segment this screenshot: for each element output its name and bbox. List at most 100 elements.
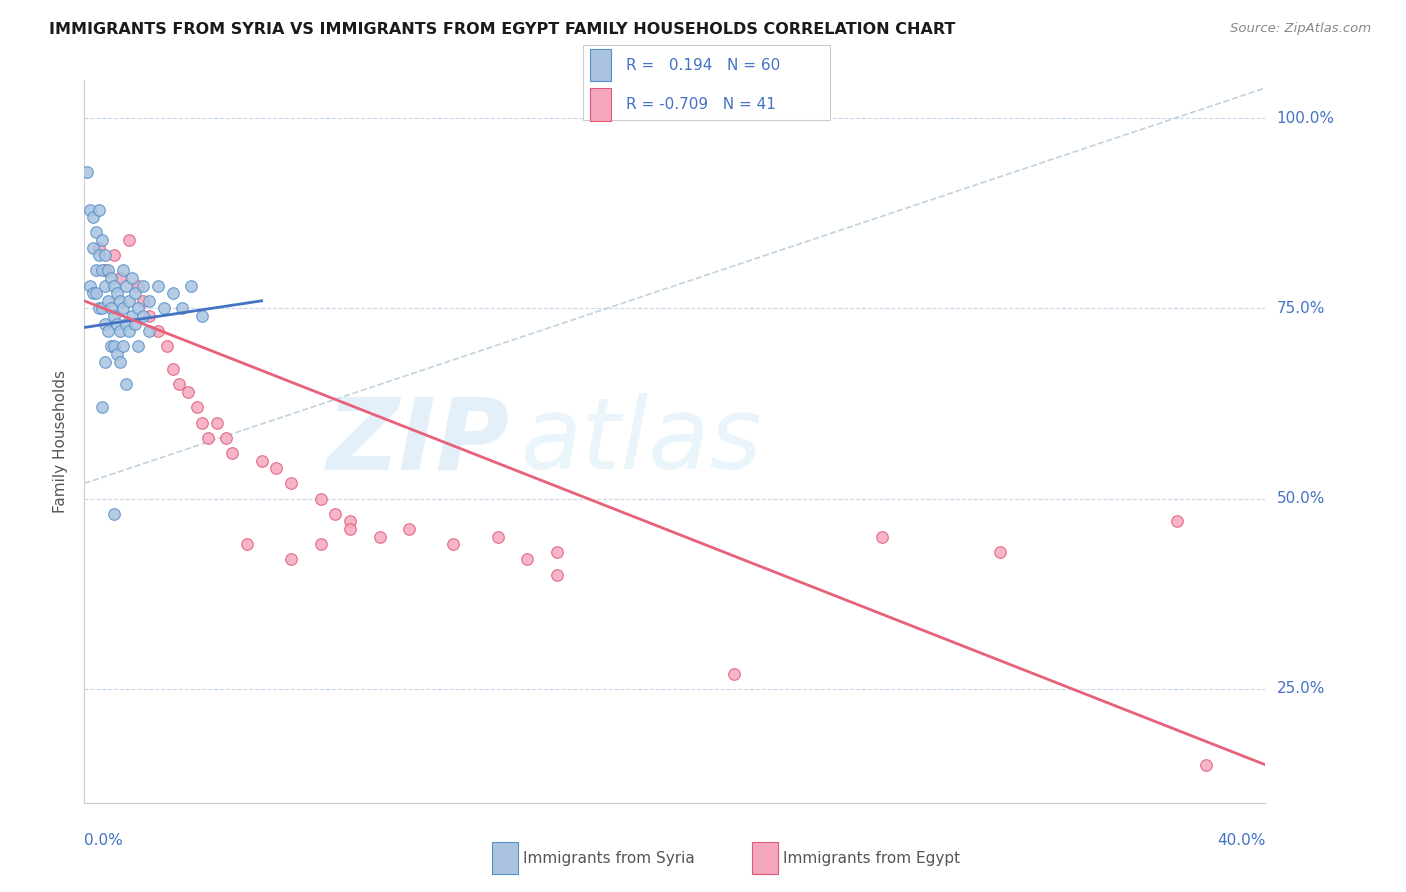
Point <box>84 263 107 277</box>
Point <box>546 545 568 559</box>
Text: R = -0.709   N = 41: R = -0.709 N = 41 <box>626 97 776 112</box>
Point <box>138 293 160 308</box>
Text: Immigrants from Egypt: Immigrants from Egypt <box>783 851 960 865</box>
Point <box>723 666 745 681</box>
Point <box>339 522 361 536</box>
Point <box>82 241 104 255</box>
Point <box>111 339 134 353</box>
Point <box>82 210 104 224</box>
Point <box>76 164 98 178</box>
Point <box>546 567 568 582</box>
Text: Immigrants from Syria: Immigrants from Syria <box>523 851 695 865</box>
Point <box>103 248 125 262</box>
Point <box>103 309 125 323</box>
Point <box>105 347 128 361</box>
Point <box>309 537 332 551</box>
Point <box>91 401 114 415</box>
Point <box>87 202 111 217</box>
Point <box>87 248 111 262</box>
Point <box>94 278 117 293</box>
Point <box>180 278 202 293</box>
Point <box>132 278 155 293</box>
Point <box>79 278 101 293</box>
Point <box>94 248 117 262</box>
Text: 40.0%: 40.0% <box>1218 833 1265 848</box>
Text: 0.0%: 0.0% <box>84 833 124 848</box>
Point <box>94 317 117 331</box>
Point <box>516 552 538 566</box>
Point <box>207 416 229 430</box>
Point <box>108 293 131 308</box>
Point <box>100 271 122 285</box>
Point <box>118 324 141 338</box>
Point <box>103 278 125 293</box>
Point <box>156 339 179 353</box>
Point <box>91 301 114 316</box>
Point <box>94 263 117 277</box>
Point <box>105 317 128 331</box>
Point <box>114 317 136 331</box>
Point <box>127 301 149 316</box>
Text: Source: ZipAtlas.com: Source: ZipAtlas.com <box>1230 22 1371 36</box>
Point <box>398 522 420 536</box>
Point <box>191 416 214 430</box>
Point <box>79 202 101 217</box>
Point <box>108 271 131 285</box>
Point <box>114 377 136 392</box>
Point <box>118 233 141 247</box>
Text: 100.0%: 100.0% <box>1277 111 1334 126</box>
Point <box>221 446 243 460</box>
Point <box>162 362 184 376</box>
Point <box>91 263 114 277</box>
Point <box>124 286 146 301</box>
Y-axis label: Family Households: Family Households <box>53 370 69 513</box>
Text: 75.0%: 75.0% <box>1277 301 1324 316</box>
Point <box>186 401 208 415</box>
Point <box>153 301 176 316</box>
Point <box>105 286 128 301</box>
Point <box>103 507 125 521</box>
Point <box>280 552 302 566</box>
Point <box>339 515 361 529</box>
Point <box>170 301 193 316</box>
Text: 25.0%: 25.0% <box>1277 681 1324 697</box>
Point <box>118 293 141 308</box>
Point <box>91 233 114 247</box>
Point <box>97 324 120 338</box>
Point <box>132 309 155 323</box>
Point <box>111 263 134 277</box>
Point <box>84 286 107 301</box>
Point <box>127 278 149 293</box>
Text: R =   0.194   N = 60: R = 0.194 N = 60 <box>626 58 780 72</box>
Point <box>177 385 200 400</box>
Point <box>97 293 120 308</box>
Point <box>100 301 122 316</box>
Point <box>108 354 131 368</box>
Point <box>325 507 347 521</box>
Point <box>148 278 170 293</box>
Point <box>121 309 143 323</box>
Point <box>132 293 155 308</box>
Point <box>111 301 134 316</box>
Point <box>250 453 273 467</box>
Point <box>167 377 190 392</box>
Point <box>121 271 143 285</box>
Point <box>148 324 170 338</box>
Point <box>124 317 146 331</box>
Point <box>309 491 332 506</box>
Point <box>280 476 302 491</box>
Point <box>138 324 160 338</box>
Point <box>197 431 219 445</box>
Point <box>191 309 214 323</box>
Point <box>162 286 184 301</box>
Point <box>108 324 131 338</box>
Point <box>988 545 1011 559</box>
Point <box>100 339 122 353</box>
Point <box>84 226 107 240</box>
Point <box>103 339 125 353</box>
Point <box>486 530 509 544</box>
Point <box>870 530 893 544</box>
Text: atlas: atlas <box>522 393 763 490</box>
Point <box>138 309 160 323</box>
Text: 50.0%: 50.0% <box>1277 491 1324 506</box>
